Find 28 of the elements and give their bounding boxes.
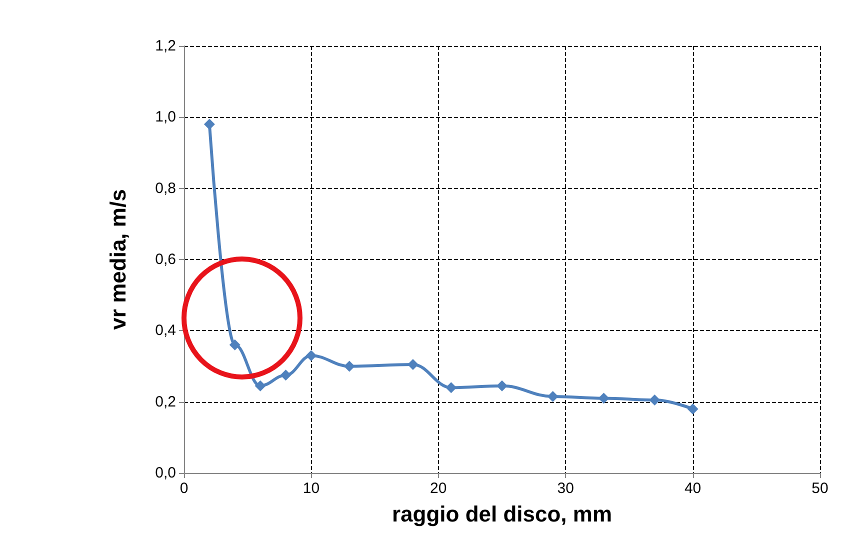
y-tick-label: 0,4: [155, 322, 176, 340]
y-tick-label: 0,6: [155, 251, 176, 268]
point: [407, 358, 418, 370]
point: [687, 403, 698, 414]
x-tick-label: 30: [557, 480, 574, 497]
y-tick-label: 1,0: [155, 108, 176, 126]
x-tick-label: 20: [430, 480, 447, 497]
x-tick-label: 0: [180, 480, 188, 497]
point: [598, 392, 610, 404]
y-tick-label: 0,0: [155, 464, 176, 482]
point: [306, 350, 317, 362]
x-tick-label: 50: [812, 480, 828, 497]
x-tick-label: 40: [684, 480, 702, 497]
point: [204, 118, 215, 130]
point: [229, 339, 240, 350]
point: [649, 394, 660, 406]
point: [254, 380, 266, 392]
point: [446, 382, 457, 394]
point: [496, 380, 508, 392]
y-tick-label: 0,2: [155, 393, 176, 410]
point: [344, 360, 355, 372]
point: [280, 370, 292, 381]
y-tick-label: 0,8: [155, 180, 176, 197]
y-tick-label: 1,2: [155, 38, 176, 54]
point: [547, 390, 558, 402]
x-axis-title: raggio del disco, mm: [392, 502, 612, 526]
x-tick-label: 10: [302, 480, 320, 497]
y-axis-title: vr media, m/s: [106, 189, 130, 330]
